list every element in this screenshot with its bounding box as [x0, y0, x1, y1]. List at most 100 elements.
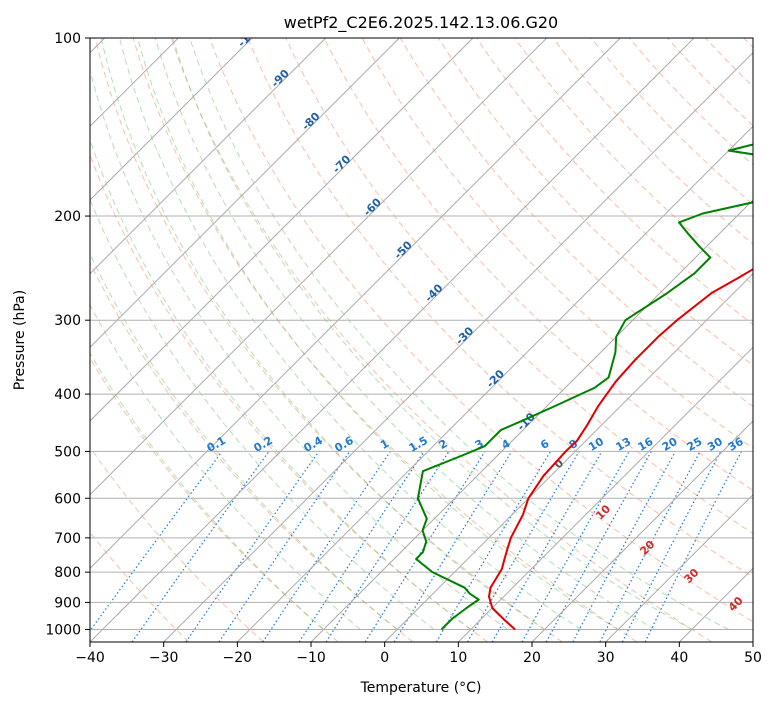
mixing-ratio-line-0: [90, 451, 223, 632]
y-tick-label: 900: [54, 595, 81, 611]
dry-adiabat-10: [285, 38, 753, 535]
moist-adiabat-2: [90, 252, 398, 630]
y-axis: 100 200 300 400 500 600 700 800 900 1000: [45, 31, 90, 638]
mixing-ratio-line-2: [185, 451, 320, 642]
y-tick-label: 1000: [45, 622, 81, 638]
moist-adiabat-5: [90, 68, 508, 630]
dry-adiabat-3: [90, 261, 414, 642]
mixing-ratio-label: 1: [378, 437, 391, 452]
dry-adiabat-14: [437, 38, 753, 366]
x-tick-label: 20: [523, 650, 541, 666]
mixing-ratio-label: 4: [499, 437, 512, 452]
plot-frame: [89, 37, 754, 643]
mixing-ratio-line-13: [545, 451, 652, 642]
x-tick-label: −20: [223, 650, 253, 666]
isotherm-label: -60: [361, 195, 384, 218]
dry-adiabat-20: [667, 38, 753, 127]
mixing-ratio-line-17: [644, 451, 743, 642]
x-tick-label: 50: [744, 650, 762, 666]
isotherm-label: -40: [422, 281, 445, 304]
dry-adiabat-21: [705, 38, 753, 88]
dry-adiabat-0: [90, 531, 190, 642]
moist-adiabat-7: [119, 38, 582, 630]
isotherm-line-8: [90, 38, 548, 496]
dry-adiabat-5: [94, 38, 563, 642]
moist-adiabat-10: [172, 38, 693, 630]
isotherm-line-10: [90, 38, 695, 642]
dewpoint-profile-line: [415, 143, 753, 631]
moist-adiabat-3: [90, 198, 435, 630]
isotherm-label: -20: [484, 367, 507, 390]
y-tick-label: 600: [54, 491, 81, 507]
y-tick-label: 300: [54, 313, 81, 329]
moist-adiabat-label: 30: [682, 566, 702, 586]
x-tick-label: −10: [296, 650, 326, 666]
dry-adiabat-17: [552, 38, 753, 245]
dry-adiabat-18: [590, 38, 753, 206]
gridlines: [90, 38, 753, 642]
dry-adiabat-2: [90, 357, 339, 642]
dry-adiabat-15: [476, 38, 753, 326]
dry-adiabat-16: [514, 38, 753, 285]
y-tick-label: 400: [54, 387, 81, 403]
mixing-ratio-line-9: [435, 451, 552, 642]
isotherm-line-13: [310, 199, 753, 642]
y-tick-label: 100: [54, 31, 81, 47]
isotherm-line-14: [384, 272, 753, 642]
dry-adiabat-8: [209, 38, 753, 623]
moist-adiabat-1: [90, 303, 361, 630]
y-axis-title: Pressure (hPa): [12, 290, 28, 390]
isotherm-line-4: [90, 38, 253, 201]
mixing-ratio-line-10: [466, 451, 580, 642]
dry-adiabat-9: [247, 38, 753, 578]
x-tick-label: 10: [449, 650, 467, 666]
isotherm-line-7: [90, 38, 474, 422]
isotherm-label: -80: [299, 110, 322, 133]
mixing-ratio-line-3: [218, 451, 351, 642]
isotherm-line-18: [678, 567, 753, 642]
x-tick-label: 0: [380, 650, 389, 666]
y-tick-label: 500: [54, 444, 81, 460]
x-tick-label: −30: [149, 650, 179, 666]
isotherm-line-11: [163, 51, 753, 642]
mixing-ratio-label: 6: [538, 437, 551, 452]
dry-adiabat-1: [90, 446, 264, 642]
mixing-ratio-line-14: [572, 451, 677, 642]
x-tick-label: 30: [597, 650, 615, 666]
isotherm-line-5: [90, 38, 327, 275]
dry-adiabat-6: [132, 38, 638, 642]
isotherm-line-6: [90, 38, 400, 349]
mixing-ratio-line-12: [521, 451, 630, 642]
isotherm-label: -50: [392, 238, 415, 261]
y-tick-label: 800: [54, 565, 81, 581]
mixing-ratio-line-8: [393, 451, 513, 642]
isotherm-line-12: [236, 125, 753, 642]
isotherm-line-9: [90, 38, 621, 570]
moist-adiabat-11: [189, 38, 729, 630]
background-lines: [90, 38, 753, 642]
chart-title: wetPf2_C2E6.2025.142.13.06.G20: [284, 13, 558, 33]
dry-adiabat-22: [743, 38, 753, 49]
x-tick-label: 40: [670, 650, 688, 666]
moist-adiabat-label: 10: [593, 502, 613, 522]
isotherm-line-16: [531, 420, 753, 642]
moist-adiabat-0: [90, 352, 324, 630]
profile-lines: [415, 143, 753, 631]
isotherm-label: -90: [269, 67, 292, 90]
temperature-profile-line: [488, 268, 753, 631]
isotherm-label: -70: [330, 152, 353, 175]
y-tick-label: 200: [54, 209, 81, 225]
moist-adiabat-6: [100, 38, 545, 630]
isotherm-line-15: [457, 346, 753, 642]
y-tick-label: 700: [54, 531, 81, 547]
mixing-ratio-line-16: [621, 451, 722, 642]
x-axis: −40 −30 −20 −10 0 10 20 30 40 50: [75, 642, 762, 666]
isotherm-line-17: [605, 493, 753, 642]
isotherm-line-19: [752, 641, 753, 642]
mixing-ratio-line-4: [262, 451, 391, 642]
x-axis-title: Temperature (°C): [360, 680, 482, 696]
dry-adiabat-7: [170, 38, 712, 642]
moist-adiabat-label: 40: [726, 594, 746, 614]
isotherm-label: -100: [235, 21, 264, 50]
